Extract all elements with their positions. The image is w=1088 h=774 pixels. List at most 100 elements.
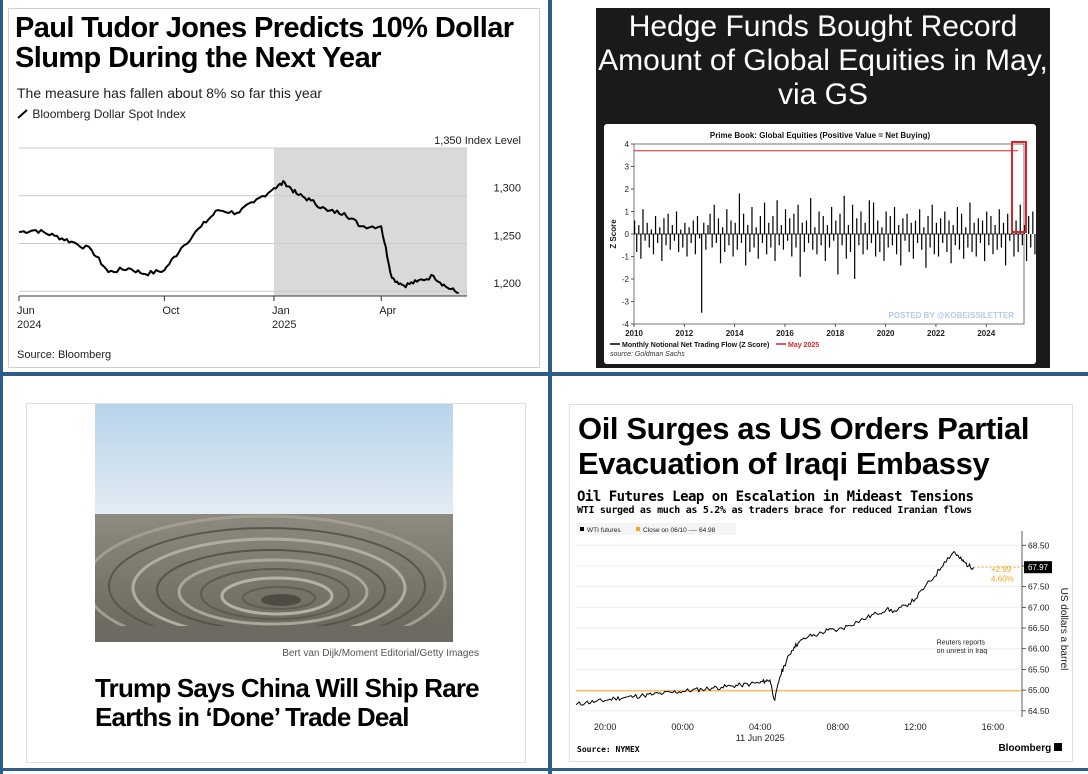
bar — [937, 234, 940, 257]
bar — [963, 234, 965, 259]
oil-source: Source: NYMEX — [577, 745, 640, 754]
x-tick-sublabel: 11 Jun 2025 — [736, 733, 785, 743]
bar — [883, 234, 885, 261]
bar — [1019, 204, 1021, 234]
bar — [885, 211, 887, 234]
bar — [705, 234, 707, 250]
bar — [895, 234, 898, 255]
bar — [923, 227, 925, 234]
bar — [862, 234, 864, 255]
bar — [824, 234, 826, 261]
bar — [919, 209, 921, 234]
hedge-headline: Hedge Funds Bought Record Amount of Glob… — [598, 10, 1048, 111]
bar — [634, 220, 636, 234]
x-tick-sublabel: 2024 — [17, 319, 41, 331]
bar — [935, 222, 938, 234]
hedge-source: source: Goldman Sachs — [610, 351, 685, 358]
bar — [715, 234, 717, 243]
bar — [726, 209, 728, 234]
bar — [682, 234, 684, 248]
x-tick-label: 2020 — [877, 329, 895, 338]
oil-panel: Oil Surges as US Orders Partial Evacuati… — [569, 404, 1073, 762]
divider-vertical — [548, 0, 552, 774]
bar — [988, 234, 990, 246]
legend-swatch-close — [636, 527, 640, 531]
bar — [831, 207, 833, 234]
bar — [722, 227, 724, 234]
bar — [898, 225, 900, 234]
bar — [828, 234, 831, 248]
bar — [914, 220, 917, 234]
bar — [738, 193, 741, 234]
bar — [908, 234, 910, 252]
bar — [698, 234, 701, 239]
bar — [940, 218, 942, 234]
bar — [648, 234, 650, 248]
bar — [667, 213, 669, 234]
bar — [805, 220, 808, 234]
y-tick-label: -4 — [622, 320, 630, 329]
highlight-box — [1011, 141, 1027, 233]
bar — [690, 234, 692, 243]
bar — [986, 211, 988, 234]
divider-bottom — [0, 768, 1088, 771]
bar — [772, 216, 774, 234]
dollar-index-panel: Paul Tudor Jones Predicts 10% Dollar Slu… — [8, 8, 540, 368]
bar — [870, 234, 873, 243]
bar — [782, 234, 785, 250]
bar — [791, 234, 793, 257]
bar — [881, 227, 883, 234]
dollar-headline: Paul Tudor Jones Predicts 10% Dollar Slu… — [15, 12, 514, 74]
bar — [745, 234, 747, 266]
bar — [1030, 234, 1032, 248]
bar — [900, 234, 902, 266]
bar — [967, 234, 969, 248]
dollar-legend: Bloomberg Dollar Spot Index — [17, 107, 186, 121]
x-tick-label: 00:00 — [671, 722, 694, 732]
bar — [979, 234, 982, 243]
bar — [659, 227, 661, 234]
bar — [732, 234, 734, 257]
bar — [761, 234, 764, 243]
bar — [742, 213, 745, 234]
bar — [770, 234, 772, 248]
bar — [780, 225, 782, 234]
bar — [719, 234, 722, 264]
bar — [893, 207, 896, 234]
rare-earth-panel: Bert van Dijk/Moment Editorial/Getty Ima… — [26, 403, 526, 763]
bar — [803, 234, 805, 252]
bar — [1007, 213, 1009, 234]
bar — [929, 234, 931, 248]
dollar-chart: 1,350 Index Level 1,300 1,250 1,200 Jun 2024 O… — [17, 135, 521, 331]
bar — [851, 204, 854, 234]
bar — [977, 218, 979, 234]
x-tick-label: Jun — [17, 305, 35, 317]
bar — [812, 234, 814, 250]
dollar-index-line — [18, 180, 459, 295]
watermark: POSTED BY @KOBEISSILETTER — [889, 311, 1015, 320]
bar — [642, 209, 644, 234]
y-tick-label: 65.50 — [1028, 664, 1050, 674]
bar — [921, 234, 923, 250]
legend-label-flow: Monthly Notional Net Trading Flow (Z Sco… — [622, 342, 769, 349]
y-tick-label: -3 — [622, 298, 630, 307]
y-tick-label: 67.00 — [1028, 602, 1050, 612]
y-tick-label: 0 — [625, 230, 630, 239]
bar — [856, 218, 858, 234]
bar — [833, 234, 835, 241]
bar — [663, 218, 665, 234]
y-tick-label: 1,250 — [493, 230, 521, 242]
bar — [1000, 234, 1002, 248]
annotation-line1: Reuters reports — [937, 640, 986, 647]
oil-chart: WTI futures Close on 06/10 ---- 64.98 64.5… — [575, 523, 1069, 743]
bar — [877, 220, 879, 234]
y-tick-label: -1 — [622, 253, 630, 262]
bar — [763, 202, 766, 234]
bar — [801, 222, 803, 234]
x-tick-label: Oct — [162, 305, 179, 317]
bar — [837, 234, 839, 275]
bar — [1023, 225, 1026, 234]
bar — [692, 220, 694, 234]
bar — [654, 216, 657, 234]
x-tick-label: Jan — [272, 305, 290, 317]
